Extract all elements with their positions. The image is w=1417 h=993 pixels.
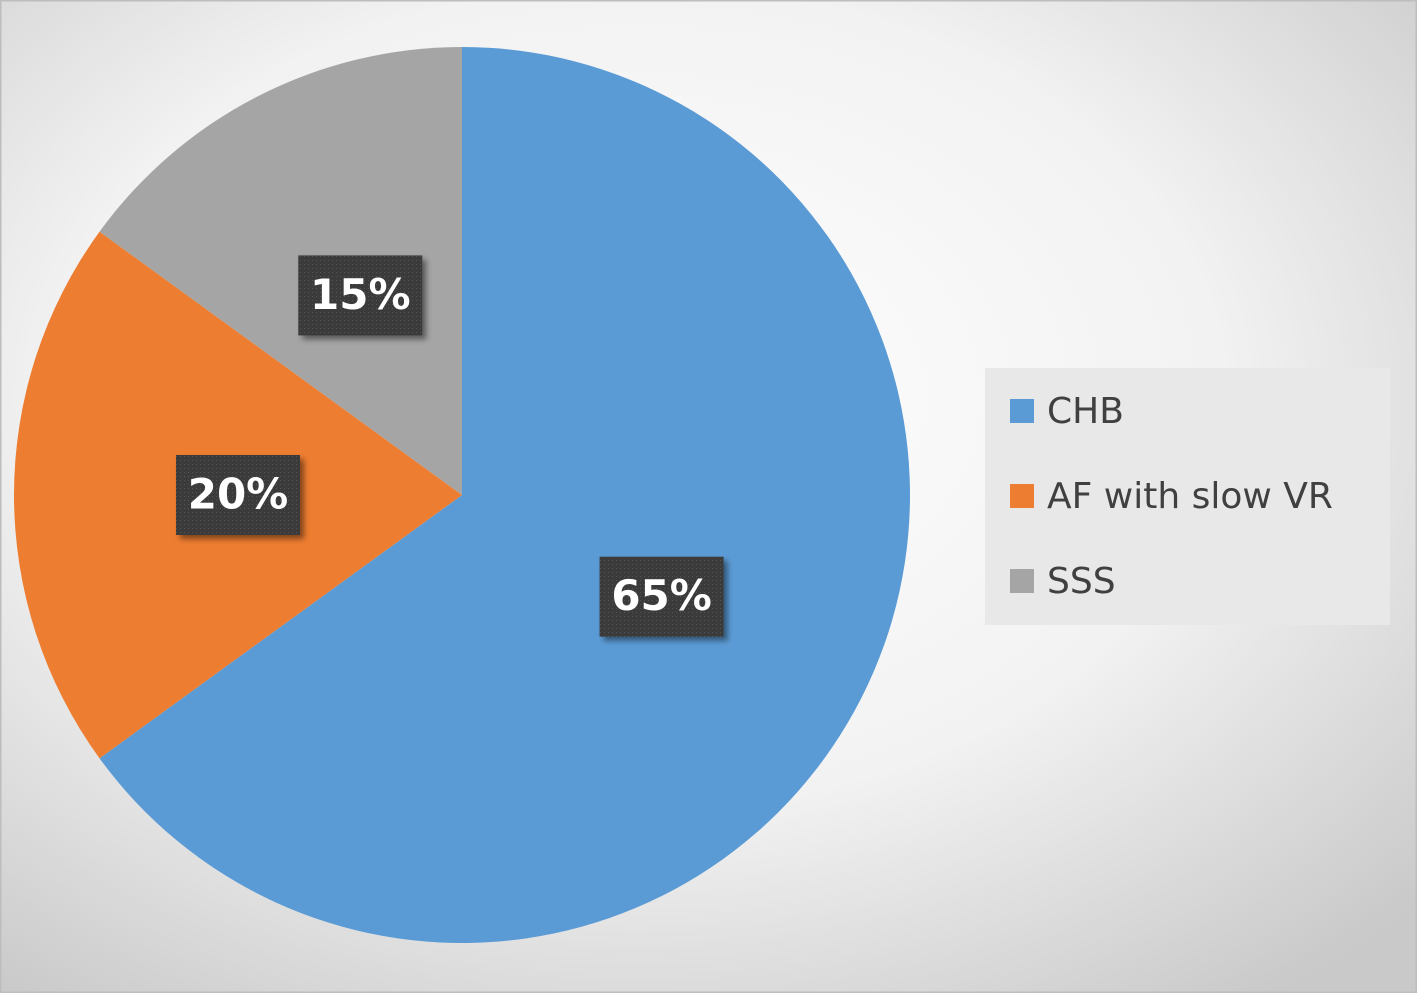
- data-label: 65%: [611, 571, 712, 620]
- legend-swatch: [1010, 399, 1034, 423]
- pie-slice: [99, 47, 462, 495]
- pie-slice: [99, 47, 910, 944]
- data-label: 20%: [188, 470, 289, 519]
- legend-box: [985, 368, 1390, 625]
- data-label-box: [176, 455, 300, 535]
- legend-label: AF with slow VR: [1047, 476, 1333, 517]
- legend-swatch: [1010, 484, 1034, 508]
- data-label-box: [599, 556, 724, 637]
- legend-label: SSS: [1047, 561, 1116, 602]
- data-label: 15%: [310, 270, 411, 319]
- legend-swatch: [1010, 569, 1034, 593]
- legend-label: CHB: [1047, 391, 1124, 432]
- data-label-box: [298, 255, 423, 336]
